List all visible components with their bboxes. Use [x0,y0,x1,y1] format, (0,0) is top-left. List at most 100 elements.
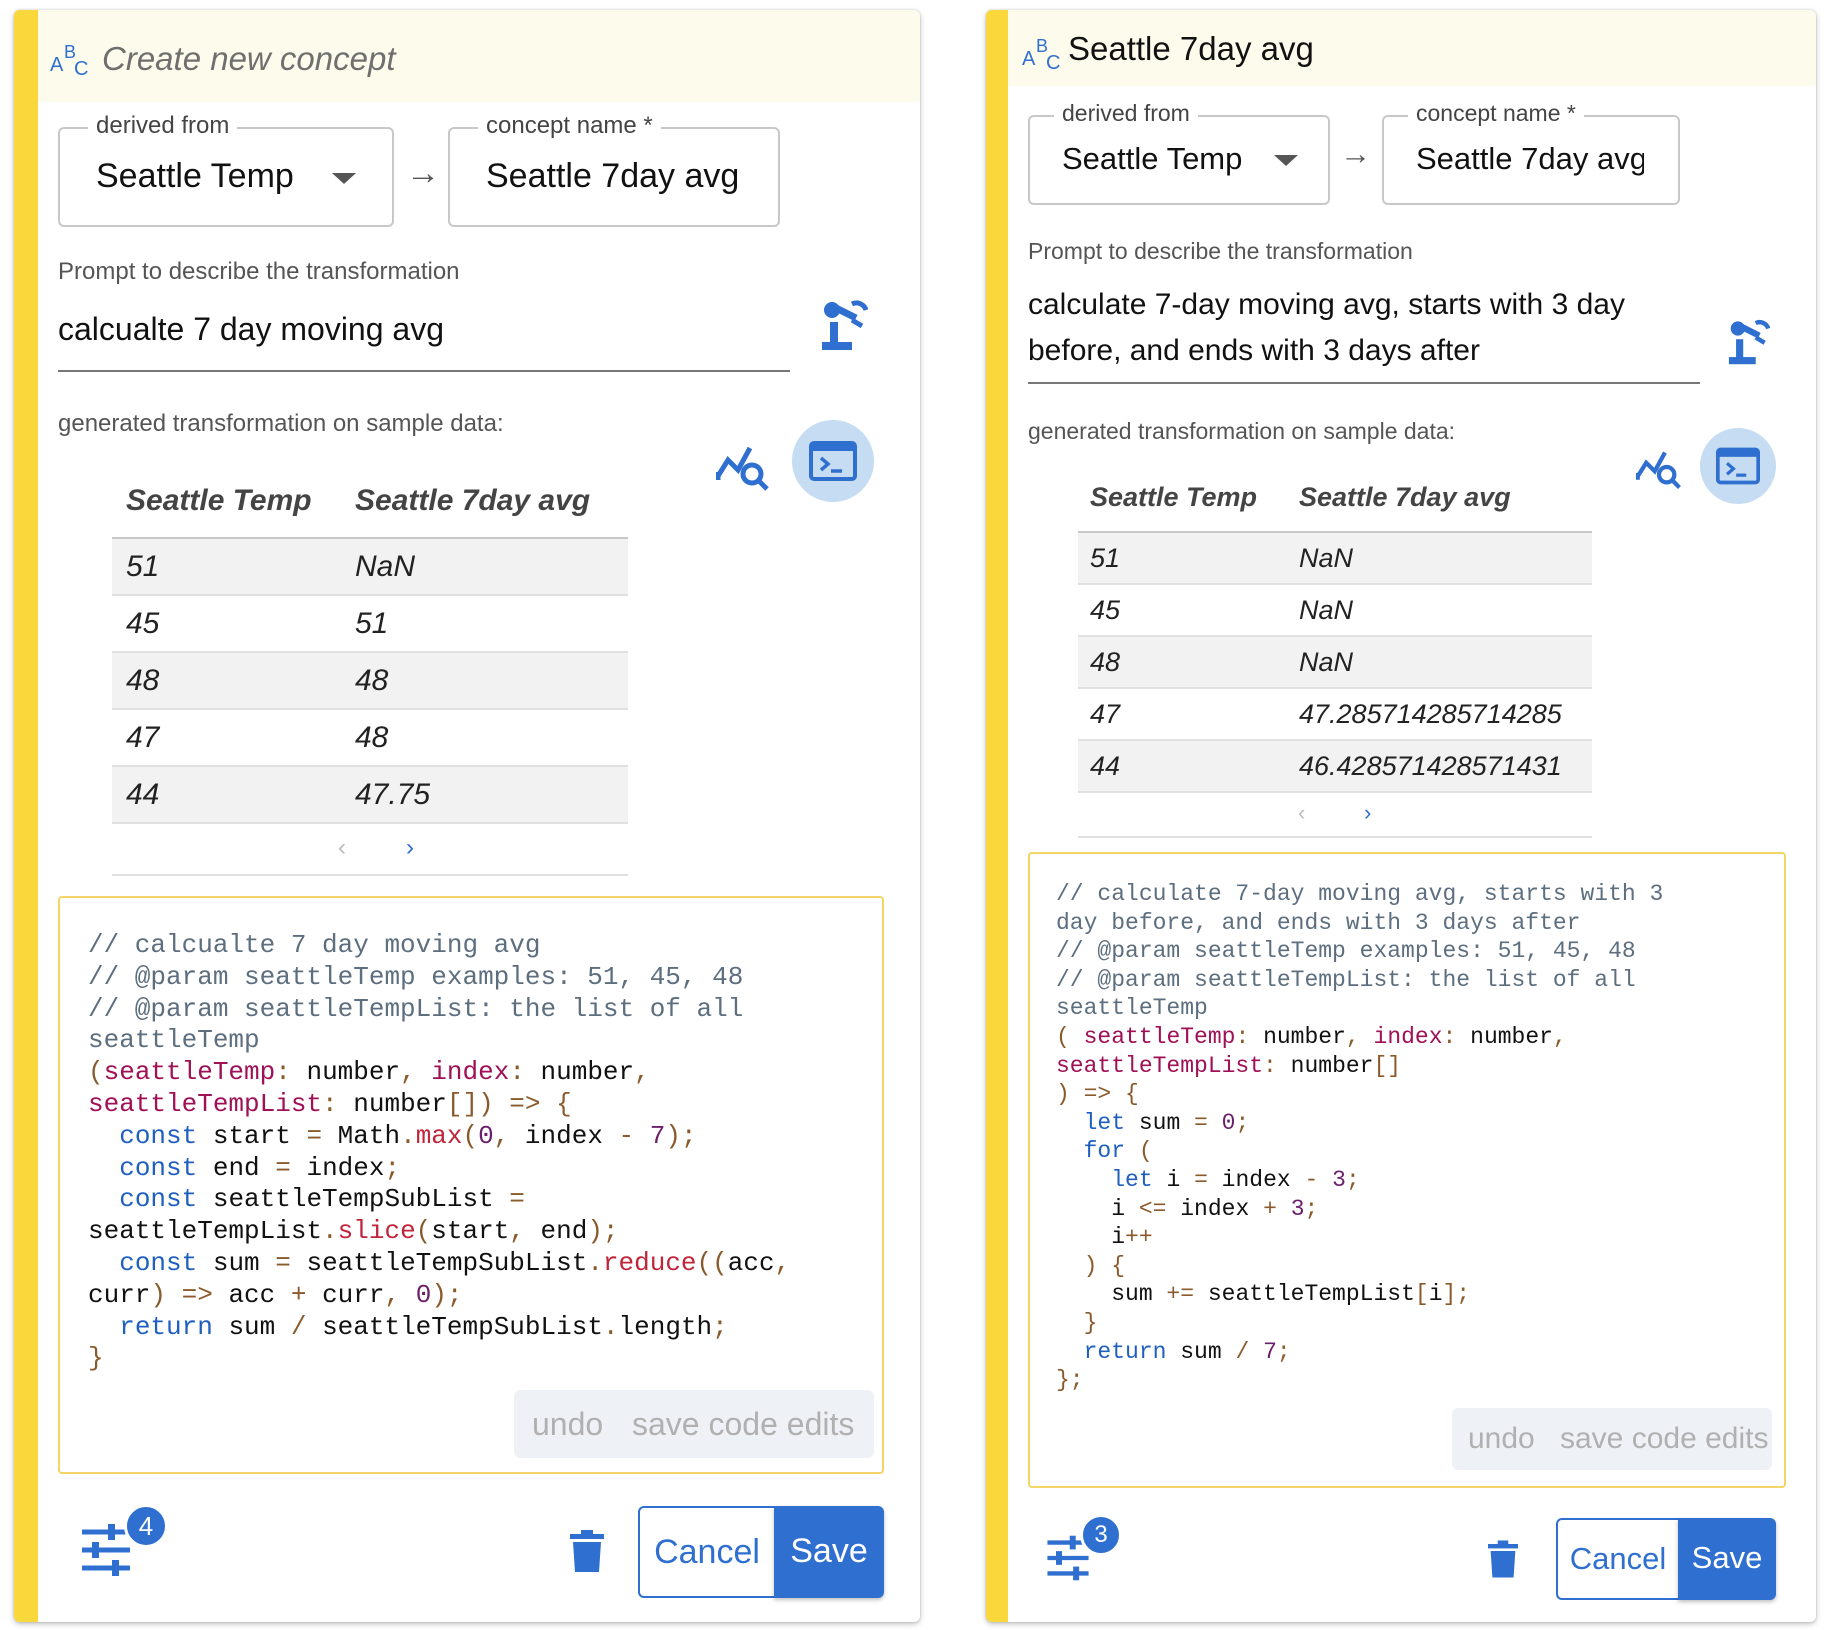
table-cell: 45 [112,595,341,653]
abc-icon: A B C [50,42,89,80]
code-line: sum += seattleTempList[i]; [1056,1281,1471,1308]
table-cell: NaN [1287,584,1592,637]
robot-arm-icon[interactable] [1720,316,1771,366]
prompt-input[interactable]: calculate 7-day moving avg, starts with … [1028,288,1625,367]
code-text[interactable]: // calcualte 7 day moving avg // @param … [88,930,790,1375]
save-button[interactable]: Save [774,1506,884,1598]
generated-label: generated transformation on sample data: [58,410,504,437]
count-badge: 3 [1080,1514,1122,1556]
code-line: i++ [1056,1224,1153,1251]
code-line: let sum = 0; [1083,1109,1250,1136]
save-button[interactable]: Save [1678,1518,1776,1600]
table-cell: NaN [341,538,628,596]
code-line: ) => { [1056,1081,1139,1108]
code-line: // @param seattleTempList: the list of a… [88,993,744,1024]
code-line: (seattleTemp: number, index: number, [88,1057,650,1088]
prompt-underline [1028,382,1700,384]
table-cell: 48 [341,652,628,710]
table-header-cell: Seattle Temp [1078,464,1287,533]
derived-from-select[interactable]: derived from Seattle Temp [58,112,394,227]
code-line: seattleTempList: number[]) => { [88,1088,572,1119]
code-editor[interactable]: // calculate 7-day moving avg, starts wi… [1028,852,1786,1488]
concept-name-field[interactable]: concept name * Seattle 7day avg [1382,100,1680,205]
table-row: 48 48 [112,652,628,710]
code-toggle-button[interactable] [1700,428,1776,504]
pager-prev-button[interactable]: ‹ [1298,800,1306,825]
code-line: ( seattleTemp: number, index: number, [1056,1023,1567,1050]
card-title: Seattle 7day avg [1068,30,1314,67]
table-header-row: Seattle Temp Seattle 7day avg [1078,464,1592,533]
table-cell: 47 [1078,688,1287,741]
table-header-row: Seattle Temp Seattle 7day avg [112,464,628,539]
derived-from-label: derived from [1054,100,1198,127]
table-cell: 44 [112,766,341,824]
prompt-label: Prompt to describe the transformation [1028,238,1413,264]
prompt-underline [58,370,790,372]
table-header-cell: Seattle 7day avg [1287,464,1592,533]
code-line: // @param seattleTemp examples: 51, 45, … [88,961,744,992]
sliders-icon[interactable] [78,1522,134,1578]
data-search-icon[interactable] [715,438,770,492]
table-row: 45 51 [112,595,628,653]
table-cell: 47.285714285714285 [1287,688,1592,741]
derived-from-select[interactable]: derived from Seattle Temp [1028,100,1330,205]
table-row: 48 NaN [1078,636,1592,689]
concept-name-field[interactable]: concept name * Seattle 7day avg [448,112,780,227]
cancel-button[interactable]: Cancel [638,1506,774,1598]
robot-arm-icon[interactable] [812,296,869,352]
table-header-cell: Seattle Temp [112,464,341,539]
card-header [38,10,920,102]
table-cell: NaN [1287,636,1592,689]
undo-button[interactable]: undo [532,1406,604,1442]
card-accent-stripe [14,10,38,1622]
code-editor[interactable]: // calcualte 7 day moving avg // @param … [58,896,884,1474]
table-cell: 46.428571428571431 [1287,740,1592,793]
code-line: // @param seattleTemp examples: 51, 45, … [1056,938,1636,965]
save-code-edits-button[interactable]: save code edits [632,1406,855,1442]
table-cell: 48 [112,652,341,710]
code-line: } [1083,1309,1098,1336]
code-line: curr) => acc + curr, 0); [88,1279,463,1310]
pager-next-button[interactable]: › [406,834,414,861]
pager-next-button[interactable]: › [1364,800,1372,825]
code-line: const end = index; [119,1152,401,1183]
data-search-icon[interactable] [1635,444,1682,490]
code-line: for ( [1083,1138,1153,1165]
trash-icon[interactable] [570,1530,604,1572]
code-line: const seattleTempSubList = [119,1184,525,1215]
code-line: ) { [1083,1252,1126,1279]
code-line: let i = index - 3; [1111,1166,1360,1193]
table-pager: ‹ › [1078,794,1592,838]
concept-name-label: concept name * [1408,100,1584,127]
code-line: // calcualte 7 day moving avg [88,930,541,960]
code-line: // calculate 7-day moving avg, starts wi… [1056,881,1664,907]
pager-prev-button[interactable]: ‹ [338,834,346,861]
card-header [1008,10,1816,86]
table-cell: NaN [1287,532,1592,585]
table-cell: 48 [1078,636,1287,689]
concept-name-value: Seattle 7day avg [486,157,740,195]
code-text[interactable]: // calculate 7-day moving avg, starts wi… [1056,880,1663,1395]
code-toggle-button[interactable] [792,420,874,502]
code-line: } [88,1343,104,1374]
trash-icon[interactable] [1488,1540,1518,1578]
abc-icon: A B C [1022,36,1061,74]
undo-button[interactable]: undo [1468,1422,1535,1455]
code-actions-bar: undo save code edits [514,1390,874,1458]
card-title: Create new concept [102,40,396,77]
code-line: seattleTemp [1056,995,1208,1022]
code-line: }; [1056,1367,1084,1394]
code-line: day before, and ends with 3 days after [1056,909,1581,936]
cancel-button[interactable]: Cancel [1556,1518,1678,1600]
table-cell: 47.75 [341,766,628,824]
table-cell: 51 [112,538,341,596]
prompt-label: Prompt to describe the transformation [58,258,460,285]
table-row: 47 48 [112,709,628,767]
save-code-edits-button[interactable]: save code edits [1560,1422,1769,1455]
prompt-input[interactable]: calcualte 7 day moving avg [58,311,444,347]
code-line: seattleTemp [88,1025,260,1056]
table-row: 44 47.75 [112,766,628,824]
code-line: return sum / 7; [1083,1338,1291,1365]
arrow-right-icon: → [1340,136,1371,171]
code-line: const sum = seattleTempSubList.reduce((a… [119,1247,791,1278]
